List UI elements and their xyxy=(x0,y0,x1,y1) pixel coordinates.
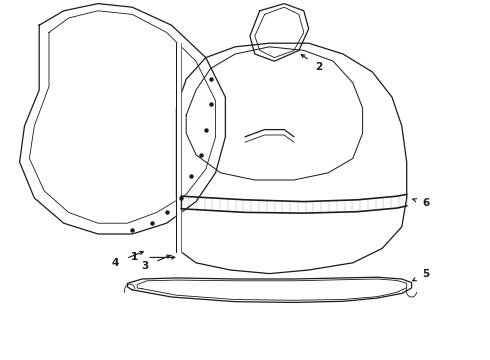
Text: 2: 2 xyxy=(315,62,322,72)
Text: 3: 3 xyxy=(141,261,148,271)
Text: 1: 1 xyxy=(131,252,138,262)
Text: 5: 5 xyxy=(423,269,430,279)
Polygon shape xyxy=(176,43,181,252)
Text: 6: 6 xyxy=(423,198,430,208)
Text: 4: 4 xyxy=(111,258,119,268)
